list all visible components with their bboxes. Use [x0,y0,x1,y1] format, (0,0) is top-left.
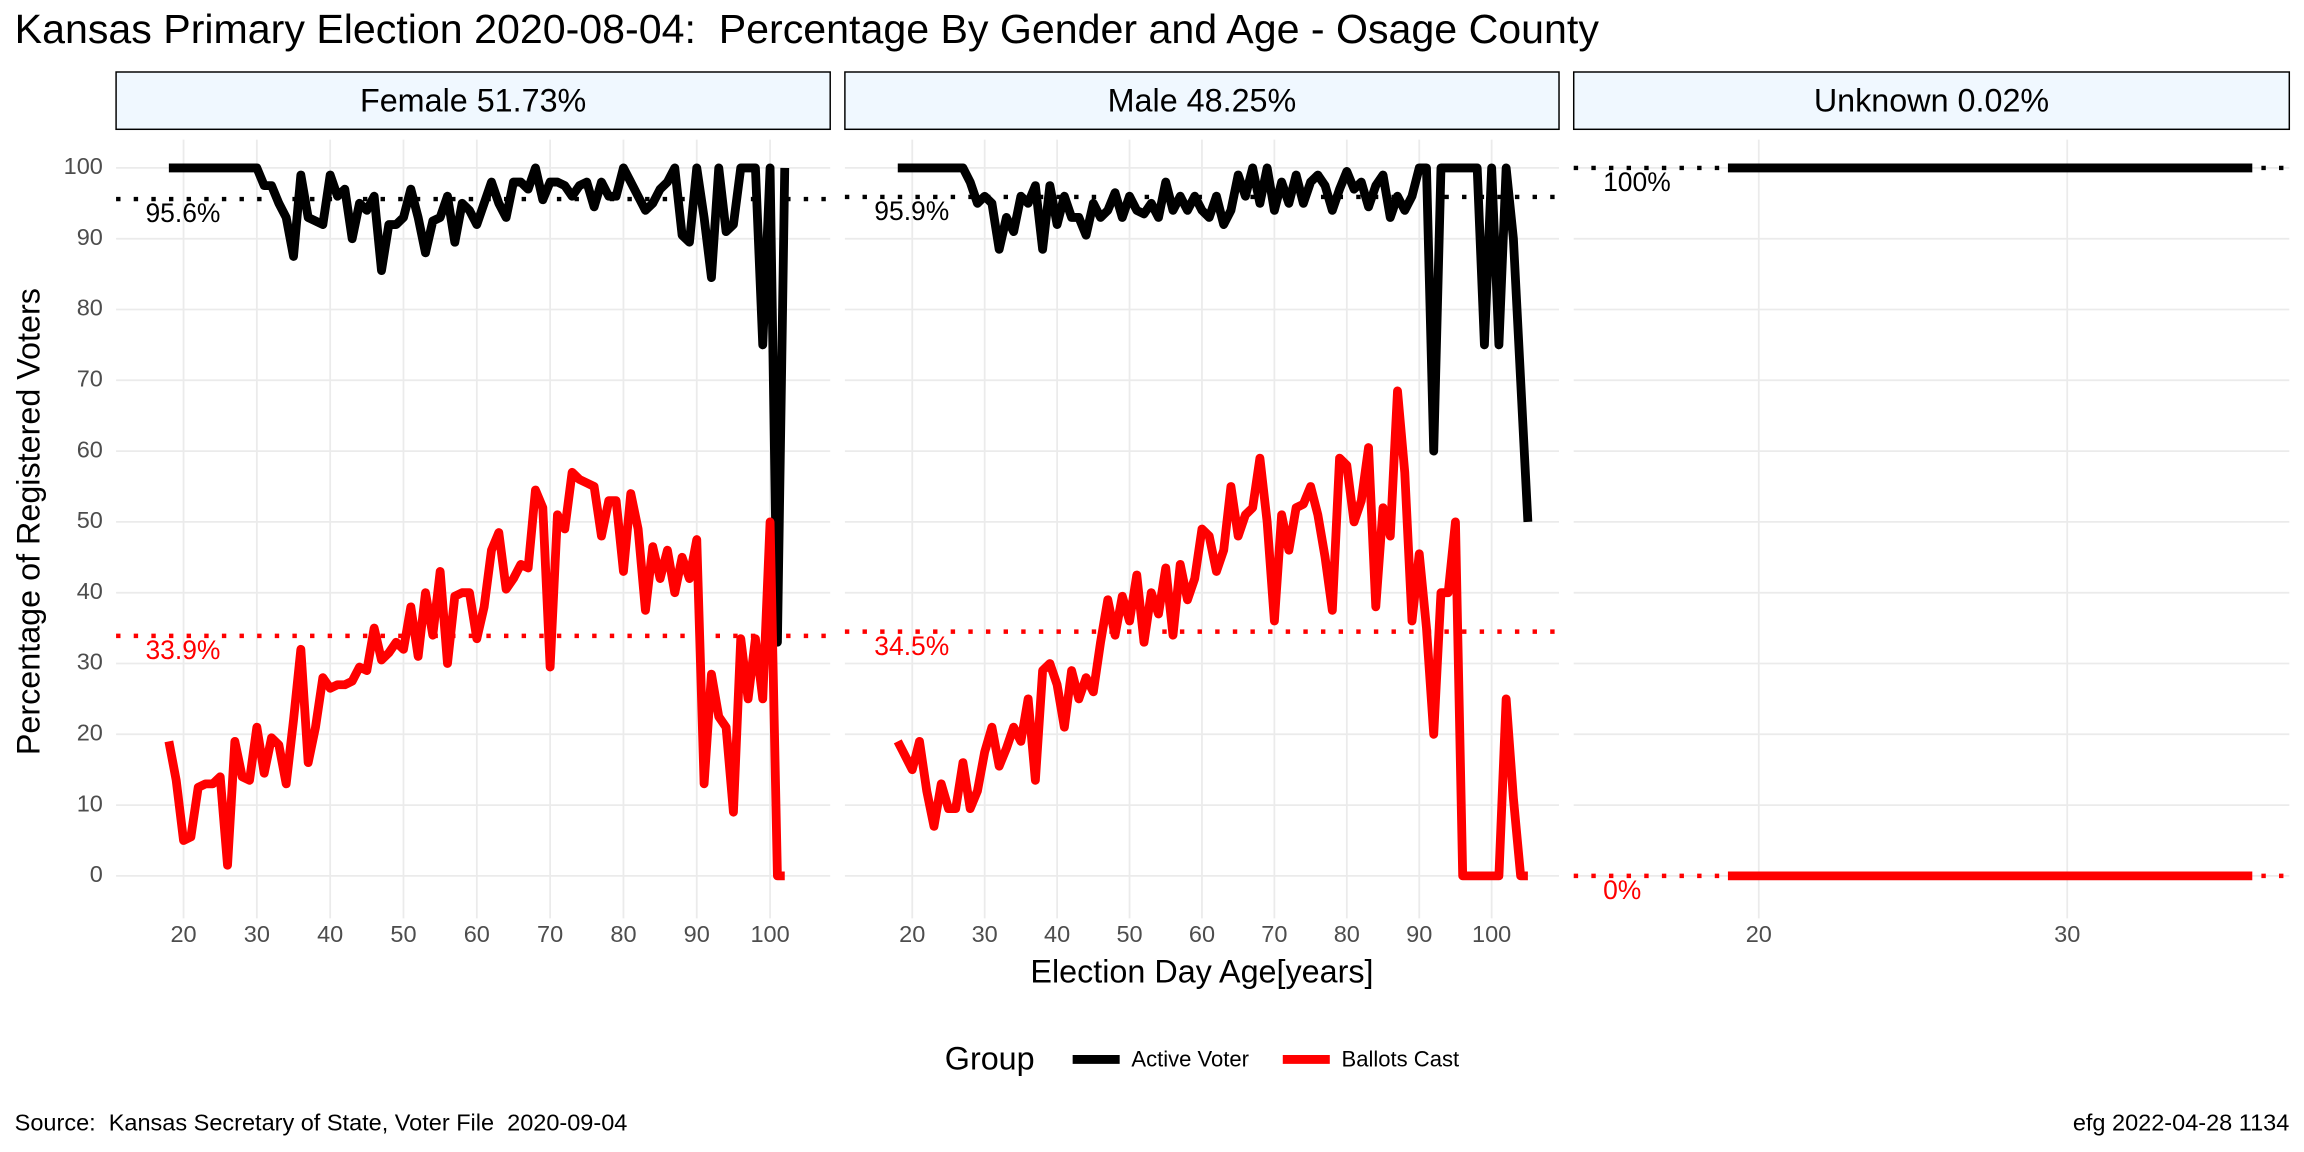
mean-label: 34.5% [874,631,949,661]
y-tick-label: 20 [77,719,103,745]
x-tick-label: 80 [1334,921,1360,947]
y-tick-label: 80 [77,295,103,321]
mean-label: 95.6% [145,198,220,228]
facet-title: Male 48.25% [1108,82,1297,118]
y-tick-label: 40 [77,578,103,604]
x-tick-label: 90 [684,921,710,947]
facet-strip [844,71,1560,131]
facet-title: Female 51.73% [360,82,586,118]
x-tick-label: 30 [2054,921,2080,947]
mean-label: 33.9% [145,635,220,665]
y-tick-label: 90 [77,224,103,250]
legend-label: Ballots Cast [1342,1047,1460,1072]
mean-label: 100% [1603,167,1671,197]
x-tick-label: 40 [317,921,343,947]
facet-strip [1572,71,2291,131]
data-line [168,163,790,647]
legend-label: Active Voter [1131,1047,1249,1072]
y-tick-label: 10 [77,790,103,816]
data-line [897,163,1533,523]
mean-label: 0% [1603,875,1641,905]
y-tick-label: 60 [77,436,103,462]
legend-title: Group [945,1040,1035,1076]
x-tick-label: 80 [610,921,636,947]
y-tick-label: 100 [64,153,103,179]
mean-label: 95.9% [874,196,949,226]
data-line [893,386,1528,881]
legend: Active Voter Ballots Cast [1072,1047,1460,1072]
data-line [164,467,785,881]
x-tick-label: 20 [899,921,925,947]
x-tick-label: 20 [170,921,196,947]
x-tick-label: 70 [537,921,563,947]
x-tick-label: 90 [1406,921,1432,947]
x-tick-label: 20 [1746,921,1772,947]
x-tick-label: 50 [390,921,416,947]
facet-strip [115,71,831,131]
x-tick-label: 100 [1472,921,1511,947]
timestamp: efg 2022-04-28 1134 [2073,1109,2289,1135]
y-tick-label: 50 [77,507,103,533]
x-tick-label: 60 [464,921,490,947]
x-tick-label: 60 [1189,921,1215,947]
x-tick-label: 30 [972,921,998,947]
x-tick-label: 100 [750,921,789,947]
y-tick-label: 70 [77,366,103,392]
x-axis-label: Election Day Age[years] [1030,954,1373,990]
y-tick-label: 30 [77,649,103,675]
facet-title: Unknown 0.02% [1814,82,2049,118]
x-tick-label: 40 [1044,921,1070,947]
x-tick-label: 50 [1116,921,1142,947]
x-tick-label: 70 [1261,921,1287,947]
y-axis-label: Percentage of Registered Voters [10,288,46,755]
chart-title: Kansas Primary Election 2020-08-04: Perc… [15,6,1600,52]
y-tick-label: 0 [90,861,103,887]
source-note: Source: Kansas Secretary of State, Voter… [15,1109,628,1135]
x-tick-label: 30 [244,921,270,947]
